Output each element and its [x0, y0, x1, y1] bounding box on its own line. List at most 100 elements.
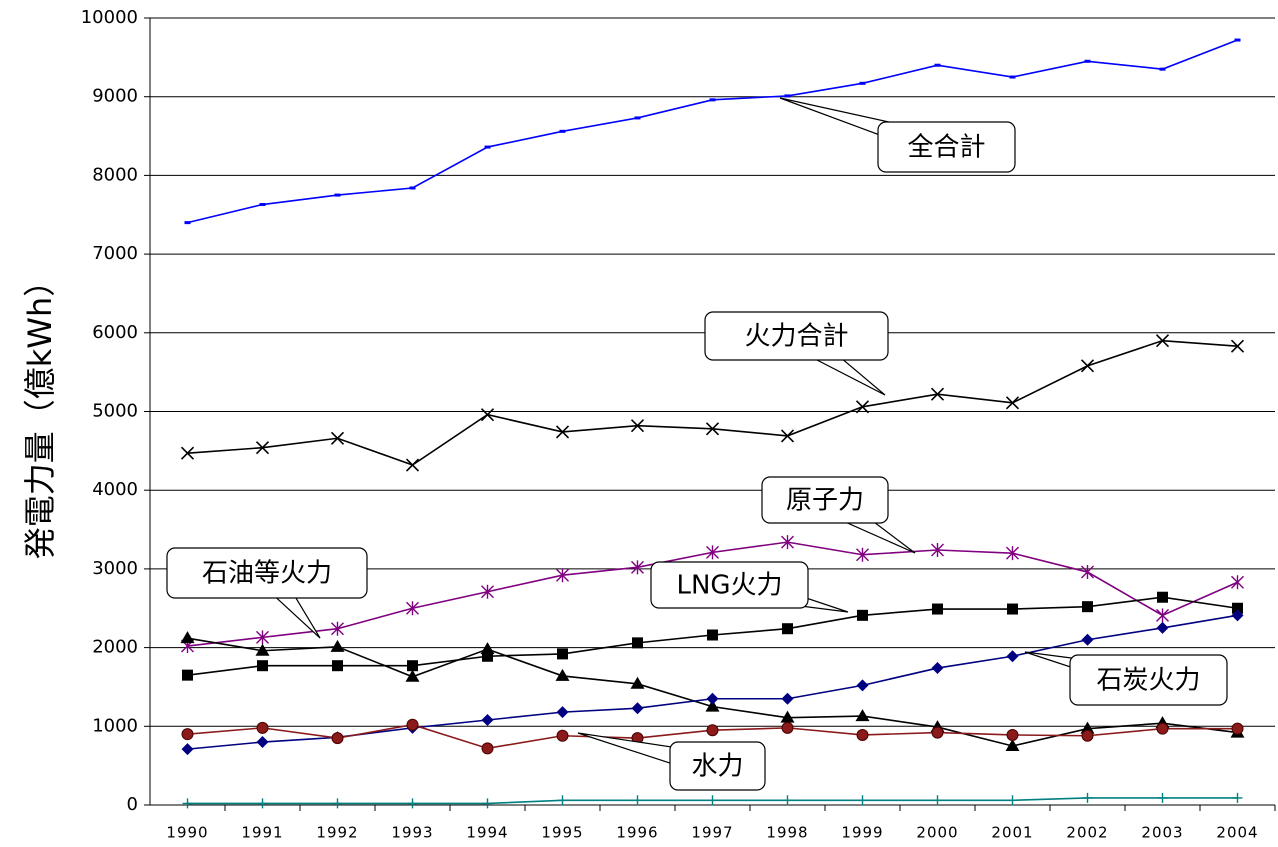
marker	[780, 429, 795, 443]
marker	[630, 419, 645, 433]
marker	[405, 669, 420, 682]
marker	[856, 547, 869, 562]
callout-label: 水力	[691, 752, 743, 782]
marker	[331, 621, 344, 636]
callout-label: LNG火力	[676, 571, 782, 601]
marker	[1234, 38, 1241, 42]
marker	[555, 425, 570, 439]
marker	[407, 798, 418, 809]
marker	[1156, 621, 1169, 634]
marker	[182, 798, 193, 809]
marker	[406, 601, 419, 616]
marker	[931, 543, 944, 558]
marker	[484, 145, 491, 149]
marker	[707, 629, 718, 641]
marker	[784, 94, 791, 98]
x-tick-label: 2003	[1141, 824, 1183, 842]
marker	[556, 706, 569, 719]
x-tick-label: 1992	[316, 824, 358, 842]
y-tick-label: 4000	[92, 479, 138, 500]
marker	[256, 630, 269, 645]
marker	[1159, 67, 1166, 71]
x-tick-label: 1999	[841, 824, 883, 842]
marker	[780, 710, 795, 723]
marker	[1231, 609, 1244, 622]
marker	[932, 603, 943, 615]
marker	[180, 446, 195, 460]
marker	[330, 639, 345, 652]
marker	[481, 584, 494, 599]
callout-label: 原子力	[786, 486, 864, 516]
y-tick-label: 9000	[92, 86, 138, 107]
x-tick-label: 2004	[1216, 824, 1258, 842]
marker	[332, 660, 343, 672]
marker	[255, 441, 270, 455]
marker	[1156, 608, 1169, 623]
x-tick-label: 2001	[991, 824, 1033, 842]
marker	[481, 714, 494, 727]
marker	[257, 798, 268, 809]
marker	[632, 637, 643, 649]
y-axis-label: 発電力量（億kWh）	[21, 265, 59, 559]
marker	[256, 721, 269, 734]
callout-box-fill	[763, 478, 887, 522]
marker	[331, 732, 344, 745]
marker	[181, 743, 194, 756]
marker	[630, 676, 645, 689]
marker	[782, 795, 793, 806]
callout-label: 火力合計	[744, 322, 848, 352]
marker	[856, 728, 869, 741]
marker	[1007, 603, 1018, 615]
marker	[559, 129, 566, 133]
marker	[1080, 721, 1095, 734]
marker	[255, 643, 270, 656]
y-tick-label: 1000	[92, 715, 138, 736]
x-tick-label: 1994	[466, 824, 508, 842]
y-tick-label: 5000	[92, 401, 138, 422]
marker	[1157, 591, 1168, 603]
marker	[406, 718, 419, 731]
y-tick-label: 0	[127, 794, 138, 815]
series-line	[187, 39, 1238, 224]
x-tick-label: 1995	[541, 824, 583, 842]
callout-label: 全合計	[907, 133, 985, 163]
marker	[1231, 575, 1244, 590]
x-tick-label: 1990	[166, 824, 208, 842]
marker	[705, 699, 720, 712]
marker	[1081, 633, 1094, 646]
marker	[930, 387, 945, 401]
marker	[782, 623, 793, 635]
marker	[409, 186, 416, 190]
marker	[407, 660, 418, 672]
marker	[480, 408, 495, 422]
marker	[1230, 339, 1245, 353]
marker	[1155, 334, 1170, 348]
x-tick-label: 1996	[616, 824, 658, 842]
x-tick-label: 1991	[241, 824, 283, 842]
x-tick-label: 1998	[766, 824, 808, 842]
marker	[631, 560, 644, 575]
callout-label: 石炭火力	[1096, 666, 1200, 696]
marker	[1232, 602, 1243, 614]
marker	[184, 221, 191, 225]
y-tick-label: 8000	[92, 164, 138, 185]
marker	[856, 679, 869, 692]
marker	[334, 193, 341, 197]
marker	[1006, 650, 1019, 663]
marker	[781, 692, 794, 705]
marker	[857, 795, 868, 806]
marker	[634, 116, 641, 120]
marker	[781, 535, 794, 550]
marker	[1009, 75, 1016, 79]
marker	[259, 203, 266, 207]
marker	[707, 795, 718, 806]
marker	[1081, 565, 1094, 580]
marker	[931, 662, 944, 675]
marker	[555, 668, 570, 681]
callout-label: 石油等火力	[202, 559, 332, 589]
x-tick-label: 1997	[691, 824, 733, 842]
marker	[706, 692, 719, 705]
callout-box-fill	[652, 563, 807, 607]
marker	[705, 422, 720, 436]
